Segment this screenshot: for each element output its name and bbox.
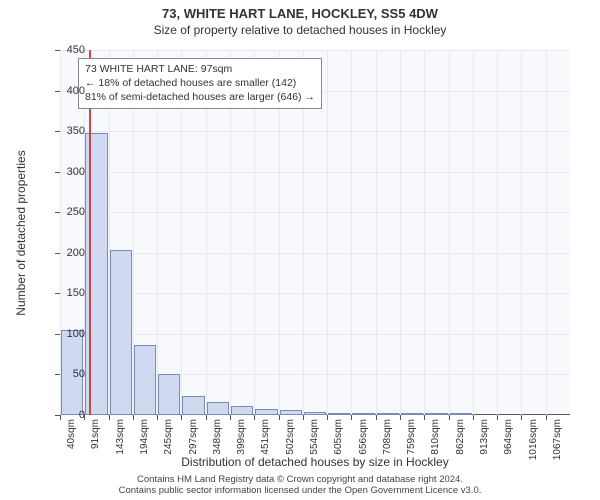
footnote: Contains HM Land Registry data © Crown c…	[0, 475, 600, 497]
histogram-bar	[450, 413, 472, 415]
ytick-label: 100	[45, 328, 85, 340]
histogram-bar	[231, 406, 253, 415]
y-axis-label: Number of detached properties	[14, 150, 28, 315]
xtick-label: 40sqm	[66, 419, 77, 449]
xtick-label: 245sqm	[163, 419, 174, 455]
annotation-line-2: ← 18% of detached houses are smaller (14…	[85, 76, 315, 90]
y-axis-label-wrap: Number of detached properties	[14, 50, 28, 415]
xtick-label: 1067sqm	[552, 419, 563, 460]
x-axis-label: Distribution of detached houses by size …	[60, 455, 570, 469]
xtick-label: 913sqm	[479, 419, 490, 455]
gridline-v	[351, 50, 352, 415]
xtick-mark	[424, 415, 425, 420]
histogram-bar	[304, 412, 326, 415]
xtick-mark	[303, 415, 304, 420]
xtick-mark	[181, 415, 182, 420]
gridline-v	[473, 50, 474, 415]
histogram-bar	[134, 345, 156, 415]
gridline-v	[449, 50, 450, 415]
histogram-bar	[158, 374, 180, 415]
xtick-mark	[521, 415, 522, 420]
xtick-mark	[351, 415, 352, 420]
gridline-h	[60, 50, 570, 51]
xtick-label: 502sqm	[285, 419, 296, 455]
xtick-mark	[376, 415, 377, 420]
xtick-label: 399sqm	[236, 419, 247, 455]
gridline-v	[424, 50, 425, 415]
ytick-label: 50	[45, 368, 85, 380]
xtick-mark	[400, 415, 401, 420]
gridline-h	[60, 293, 570, 294]
xtick-label: 656sqm	[358, 419, 369, 455]
gridline-h	[60, 334, 570, 335]
xtick-mark	[254, 415, 255, 420]
ytick-label: 300	[45, 166, 85, 178]
xtick-label: 91sqm	[90, 419, 101, 449]
histogram-bar	[352, 413, 374, 415]
gridline-h	[60, 131, 570, 132]
histogram-bar	[377, 413, 399, 415]
gridline-v	[327, 50, 328, 415]
chart-subtitle: Size of property relative to detached ho…	[0, 21, 600, 37]
xtick-mark	[449, 415, 450, 420]
xtick-mark	[473, 415, 474, 420]
xtick-mark	[109, 415, 110, 420]
gridline-h	[60, 172, 570, 173]
histogram-bar	[280, 410, 302, 415]
annotation-box: 73 WHITE HART LANE: 97sqm ← 18% of detac…	[78, 58, 322, 109]
xtick-mark	[279, 415, 280, 420]
xtick-mark	[497, 415, 498, 420]
xtick-label: 451sqm	[260, 419, 271, 455]
xtick-label: 1016sqm	[528, 419, 539, 460]
xtick-label: 862sqm	[455, 419, 466, 455]
ytick-label: 0	[45, 409, 85, 421]
xtick-mark	[133, 415, 134, 420]
annotation-line-1: 73 WHITE HART LANE: 97sqm	[85, 62, 315, 76]
ytick-label: 250	[45, 206, 85, 218]
xtick-label: 143sqm	[115, 419, 126, 455]
ytick-label: 150	[45, 287, 85, 299]
ytick-label: 200	[45, 247, 85, 259]
xtick-label: 194sqm	[139, 419, 150, 455]
xtick-label: 708sqm	[382, 419, 393, 455]
gridline-v	[400, 50, 401, 415]
xtick-label: 810sqm	[430, 419, 441, 455]
histogram-bar	[425, 413, 447, 415]
ytick-label: 450	[45, 44, 85, 56]
xtick-mark	[327, 415, 328, 420]
histogram-bar	[110, 250, 132, 415]
xtick-label: 348sqm	[212, 419, 223, 455]
footnote-line-2: Contains public sector information licen…	[0, 486, 600, 497]
xtick-mark	[230, 415, 231, 420]
xtick-mark	[157, 415, 158, 420]
ytick-label: 350	[45, 125, 85, 137]
histogram-bar	[328, 413, 350, 415]
xtick-label: 554sqm	[309, 419, 320, 455]
xtick-mark	[206, 415, 207, 420]
xtick-mark	[546, 415, 547, 420]
histogram-bar	[207, 402, 229, 415]
gridline-v	[546, 50, 547, 415]
histogram-bar	[401, 413, 423, 415]
gridline-h	[60, 253, 570, 254]
gridline-v	[376, 50, 377, 415]
xtick-label: 759sqm	[406, 419, 417, 455]
ytick-label: 400	[45, 85, 85, 97]
gridline-v	[497, 50, 498, 415]
xtick-label: 605sqm	[333, 419, 344, 455]
xtick-label: 964sqm	[503, 419, 514, 455]
gridline-h	[60, 212, 570, 213]
xtick-label: 297sqm	[188, 419, 199, 455]
histogram-bar	[255, 409, 277, 415]
gridline-v	[521, 50, 522, 415]
annotation-line-3: 81% of semi-detached houses are larger (…	[85, 90, 315, 104]
histogram-bar	[182, 396, 204, 415]
page-title: 73, WHITE HART LANE, HOCKLEY, SS5 4DW	[0, 0, 600, 21]
